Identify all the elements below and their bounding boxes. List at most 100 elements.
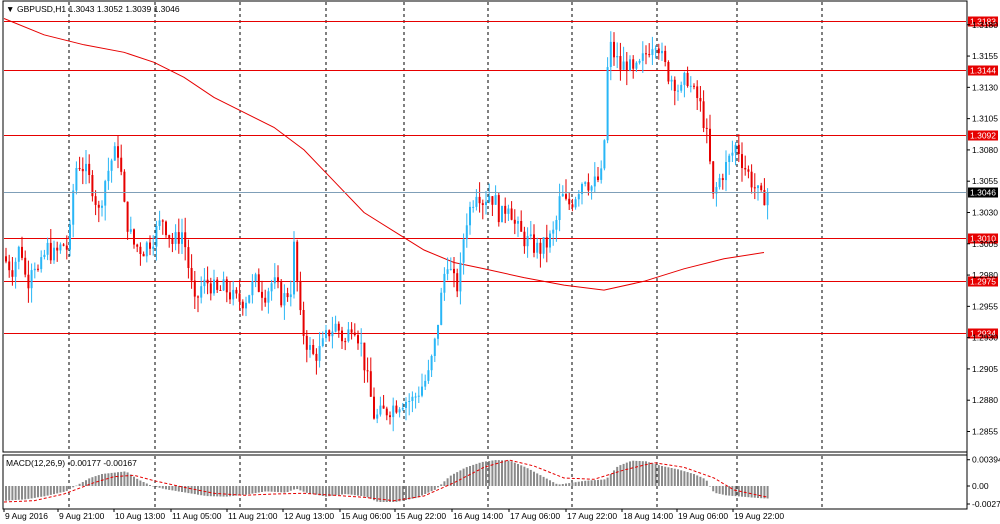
- x-tick-label: 15 Aug 06:00: [341, 511, 391, 521]
- macd-bar: [664, 466, 667, 486]
- candle-body: [24, 257, 27, 275]
- macd-bar: [238, 486, 241, 496]
- time-axis: 9 Aug 2016 9 Aug 21:00 10 Aug 13:00 11 Aug …: [3, 509, 784, 521]
- candle-body: [603, 140, 606, 169]
- macd-bar: [389, 486, 391, 502]
- macd-bar: [379, 486, 382, 502]
- candle-body: [8, 261, 11, 271]
- candle-body: [430, 356, 433, 371]
- candle-body: [731, 152, 734, 156]
- macd-bar: [139, 480, 142, 486]
- candle-body: [56, 247, 59, 251]
- candle-body: [552, 229, 555, 234]
- macd-bar: [344, 486, 347, 495]
- macd-bar: [24, 486, 27, 500]
- candle-body: [443, 273, 446, 293]
- macd-bar: [753, 486, 756, 498]
- candle-body: [741, 154, 743, 168]
- candle-body: [181, 232, 183, 244]
- candle-body: [264, 297, 267, 303]
- macd-bar: [565, 483, 567, 486]
- candle-body: [504, 205, 507, 214]
- current-price-label: 1.3046: [970, 188, 996, 198]
- macd-bar: [37, 486, 39, 498]
- macd-bar: [718, 486, 721, 494]
- candle-body: [171, 238, 174, 244]
- candle-body: [353, 332, 356, 335]
- candle-body: [750, 171, 753, 188]
- candle-body: [693, 85, 695, 87]
- candle-body: [245, 302, 247, 309]
- macd-bar: [472, 464, 475, 486]
- candle-body: [632, 59, 635, 69]
- macd-bar: [197, 486, 199, 495]
- candle-body: [261, 291, 263, 298]
- macd-bar: [491, 460, 494, 486]
- candle-body: [267, 291, 270, 303]
- horizontal-levels[interactable]: 1.3183 1.3144 1.3092 1.3010 1.2975 1.2934: [4, 16, 998, 339]
- candle-body: [283, 293, 286, 306]
- candle-body: [75, 168, 78, 191]
- macd-bar: [709, 486, 711, 487]
- candle-body: [94, 196, 97, 205]
- macd-y-tick-label: -0.0027: [972, 499, 1000, 509]
- y-tick-label: 1.3055: [972, 176, 998, 186]
- candle-body: [680, 84, 683, 91]
- candle-body: [40, 257, 43, 270]
- candle-body: [718, 178, 721, 188]
- candle-body: [382, 405, 385, 409]
- macd-bar: [184, 486, 187, 493]
- candle-body: [193, 280, 196, 297]
- candle-body: [689, 85, 692, 87]
- macd-bar: [97, 475, 100, 486]
- macd-bar: [33, 486, 36, 498]
- symbol-menu-icon[interactable]: ▼: [6, 4, 14, 14]
- macd-bar: [142, 482, 145, 486]
- candle-body: [341, 330, 343, 342]
- macd-bar: [539, 475, 542, 486]
- candle-body: [577, 194, 580, 200]
- candle-body: [574, 199, 577, 208]
- candle-body: [398, 409, 401, 413]
- macd-bar: [129, 474, 132, 486]
- macd-bar: [392, 486, 395, 502]
- macd-bar: [110, 472, 113, 486]
- candle-body: [293, 241, 295, 295]
- price-panel[interactable]: [2, 0, 968, 453]
- candle-body: [350, 329, 353, 333]
- macd-bar: [241, 486, 244, 495]
- candle-body: [715, 187, 718, 194]
- macd-bar: [737, 486, 740, 497]
- candle-body: [744, 168, 747, 170]
- macd-bar: [437, 486, 439, 488]
- macd-bar: [584, 480, 587, 486]
- macd-bar: [235, 486, 238, 496]
- current-price-line: 1.3046: [4, 187, 998, 198]
- macd-bar: [542, 476, 545, 486]
- y-tick-label: 1.2955: [972, 301, 998, 311]
- macd-bar: [654, 464, 657, 486]
- candle-body: [392, 405, 395, 418]
- candle-body: [613, 41, 615, 58]
- macd-bar: [62, 486, 65, 492]
- candle-body: [507, 208, 510, 214]
- price-axis: 1.3180 1.3155 1.3130 1.3105 1.3080 1.3055 1.30…: [967, 20, 998, 436]
- candle-body: [581, 184, 583, 195]
- macd-bar: [443, 481, 446, 486]
- macd-bar: [334, 486, 337, 496]
- macd-bar: [606, 477, 609, 486]
- macd-bar: [181, 486, 183, 492]
- candle-body: [513, 219, 516, 224]
- macd-bar: [168, 486, 171, 490]
- candle-body: [609, 41, 612, 67]
- x-tick-label: 11 Aug 21:00: [228, 511, 278, 521]
- candle-body: [302, 310, 305, 336]
- macd-bar: [177, 486, 180, 492]
- candle-body: [43, 254, 46, 257]
- candle-body: [331, 331, 334, 337]
- candle-body: [376, 414, 379, 419]
- candle-body: [587, 182, 590, 191]
- candle-body: [289, 294, 292, 298]
- candle-body: [14, 261, 17, 277]
